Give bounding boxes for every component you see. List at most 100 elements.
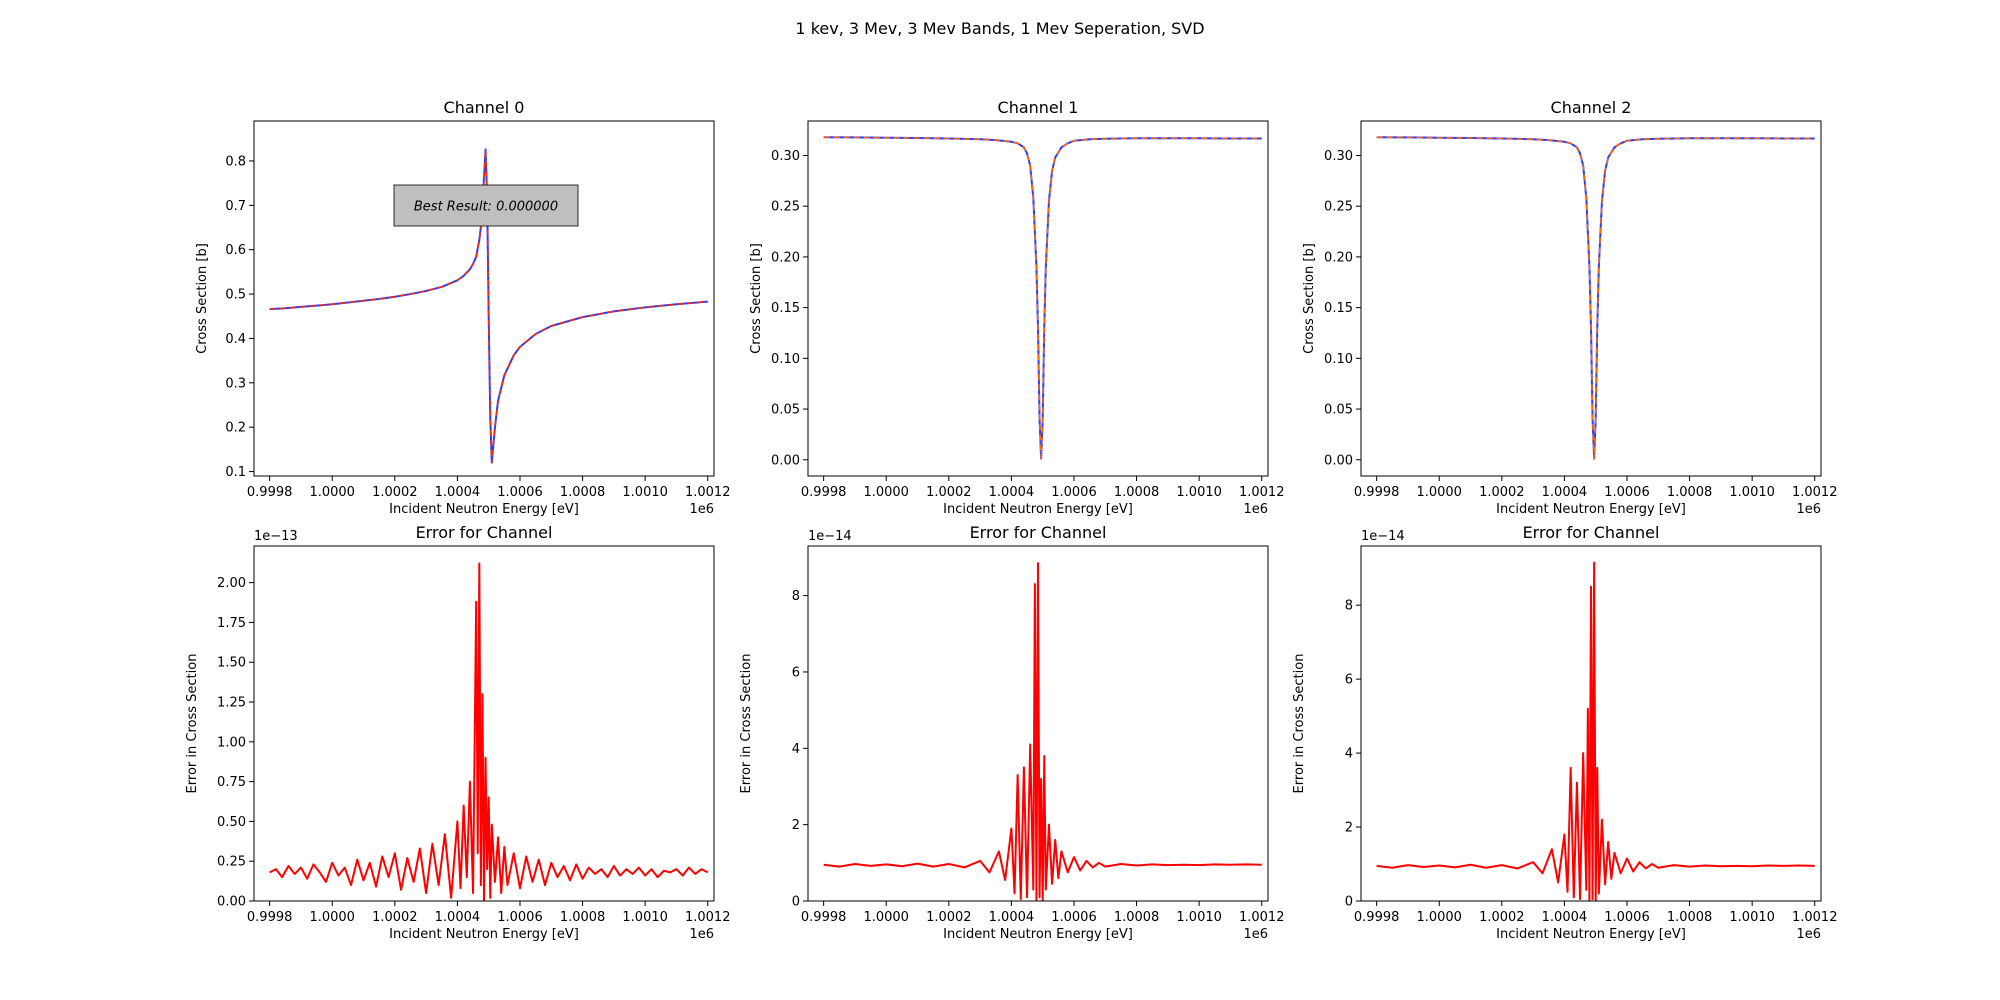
x-tick-label: 1.0012: [685, 910, 731, 925]
axes-frame: [807, 120, 1269, 477]
series-line-0: [823, 562, 1262, 901]
series-line-0: [1376, 561, 1815, 901]
y-tick-label: 0.7: [225, 199, 246, 214]
subplot-2: 0.9998 1.0000 1.0002 1.0004 1.0006 1.0008 1.00…: [1302, 98, 1837, 517]
y-tick-label: 0.05: [1324, 403, 1353, 418]
y-axis-offset-label: 1e−14: [808, 529, 852, 544]
x-tick-label: 1.0004: [1542, 910, 1588, 925]
y-axis-offset-label: 1e−14: [1361, 529, 1405, 544]
axes-frame: [1360, 545, 1822, 902]
x-tick-label: 1.0002: [372, 910, 418, 925]
x-tick-label: 1.0010: [1176, 910, 1222, 925]
y-tick-label: 0.6: [225, 243, 246, 258]
x-tick-label: 1.0000: [1416, 485, 1462, 500]
x-tick-label: 1.0004: [989, 485, 1035, 500]
x-tick-label: 1.0006: [1051, 910, 1097, 925]
y-tick-label: 4: [1345, 747, 1353, 762]
y-tick-label: 0.4: [225, 332, 246, 347]
x-tick-label: 0.9998: [1354, 910, 1400, 925]
y-tick-label: 0.30: [771, 149, 800, 164]
x-tick-label: 1.0012: [1792, 485, 1838, 500]
x-tick-label: 1.0008: [1667, 910, 1713, 925]
x-tick-label: 1.0004: [1542, 485, 1588, 500]
subplot-title: Error for Channel: [970, 523, 1107, 542]
y-tick-label: 0.50: [217, 815, 246, 830]
subplot-title: Channel 2: [1551, 98, 1632, 117]
y-tick-label: 0.2: [225, 421, 246, 436]
x-tick-label: 1.0008: [560, 485, 606, 500]
y-tick-label: 0.25: [771, 200, 800, 215]
x-tick-label: 1.0004: [435, 910, 481, 925]
y-tick-label: 2: [1345, 821, 1353, 836]
y-tick-label: 0.1: [225, 465, 246, 480]
x-tick-label: 1.0006: [1604, 910, 1650, 925]
y-tick-label: 0.75: [217, 775, 246, 790]
x-tick-label: 0.9998: [247, 485, 293, 500]
y-tick-label: 8: [1345, 599, 1353, 614]
y-tick-label: 0.25: [217, 855, 246, 870]
y-tick-label: 0.10: [771, 352, 800, 367]
x-axis-label: Incident Neutron Energy [eV]: [389, 927, 579, 942]
x-tick-label: 1.0000: [863, 485, 909, 500]
y-tick-label: 1.25: [217, 696, 246, 711]
figure-suptitle: 1 kev, 3 Mev, 3 Mev Bands, 1 Mev Seperat…: [795, 19, 1204, 38]
series-line-1: [823, 136, 1262, 460]
x-tick-label: 1.0000: [309, 910, 355, 925]
x-tick-label: 1.0010: [1729, 485, 1775, 500]
y-tick-label: 0.00: [1324, 453, 1353, 468]
subplot-title: Error for Channel: [416, 523, 553, 542]
y-tick-label: 0.00: [217, 895, 246, 910]
x-tick-label: 1.0012: [685, 485, 731, 500]
x-tick-label: 1.0010: [622, 910, 668, 925]
x-tick-label: 1.0010: [622, 485, 668, 500]
x-axis-offset-label: 1e6: [689, 927, 714, 942]
axes-frame: [1360, 120, 1822, 477]
y-tick-label: 0.10: [1324, 352, 1353, 367]
subplot-4: 0.9998 1.0000 1.0002 1.0004 1.0006 1.0008 1.00…: [739, 523, 1284, 942]
series-line-1: [1376, 136, 1815, 460]
annotation-text: Best Result: 0.000000: [414, 200, 558, 215]
y-axis-label: Error in Cross Section: [739, 654, 754, 794]
x-tick-label: 0.9998: [1354, 485, 1400, 500]
y-tick-label: 0.20: [771, 250, 800, 265]
subplot-1: 0.9998 1.0000 1.0002 1.0004 1.0006 1.0008 1.00…: [749, 98, 1284, 517]
y-tick-label: 0.30: [1324, 149, 1353, 164]
x-axis-label: Incident Neutron Energy [eV]: [1496, 502, 1686, 517]
x-tick-label: 1.0010: [1729, 910, 1775, 925]
subplot-title: Channel 1: [998, 98, 1079, 117]
subplot-title: Channel 0: [444, 98, 525, 117]
x-tick-label: 0.9998: [247, 910, 293, 925]
x-axis-offset-label: 1e6: [1796, 927, 1821, 942]
x-tick-label: 1.0000: [1416, 910, 1462, 925]
y-tick-label: 0: [792, 895, 800, 910]
x-tick-label: 1.0004: [435, 485, 481, 500]
x-tick-label: 1.0008: [1114, 910, 1160, 925]
x-tick-label: 1.0012: [1239, 910, 1285, 925]
x-tick-label: 0.9998: [801, 485, 847, 500]
y-axis-label: Error in Cross Section: [185, 654, 200, 794]
x-axis-label: Incident Neutron Energy [eV]: [389, 502, 579, 517]
y-tick-label: 1.00: [217, 735, 246, 750]
y-tick-label: 4: [792, 742, 800, 757]
y-tick-label: 1.75: [217, 616, 246, 631]
y-tick-label: 0.00: [771, 453, 800, 468]
y-tick-label: 0.5: [225, 288, 246, 303]
y-axis-label: Cross Section [b]: [1302, 243, 1317, 354]
x-tick-label: 1.0006: [1051, 485, 1097, 500]
subplot-5: 0.9998 1.0000 1.0002 1.0004 1.0006 1.0008 1.00…: [1292, 523, 1837, 942]
y-tick-label: 0: [1345, 895, 1353, 910]
y-tick-label: 0.15: [771, 301, 800, 316]
x-tick-label: 1.0006: [497, 485, 543, 500]
y-tick-label: 6: [792, 665, 800, 680]
x-tick-label: 1.0008: [1114, 485, 1160, 500]
x-axis-offset-label: 1e6: [1243, 927, 1268, 942]
y-tick-label: 0.8: [225, 154, 246, 169]
y-axis-label: Cross Section [b]: [749, 243, 764, 354]
x-tick-label: 1.0004: [989, 910, 1035, 925]
x-tick-label: 1.0006: [1604, 485, 1650, 500]
annotation-box: [393, 184, 579, 227]
subplot-0: 0.9998 1.0000 1.0002 1.0004 1.0006 1.0008 1.00…: [195, 98, 730, 517]
subplot-grid: 0.9998 1.0000 1.0002 1.0004 1.0006 1.0008 1.00…: [185, 98, 1837, 942]
